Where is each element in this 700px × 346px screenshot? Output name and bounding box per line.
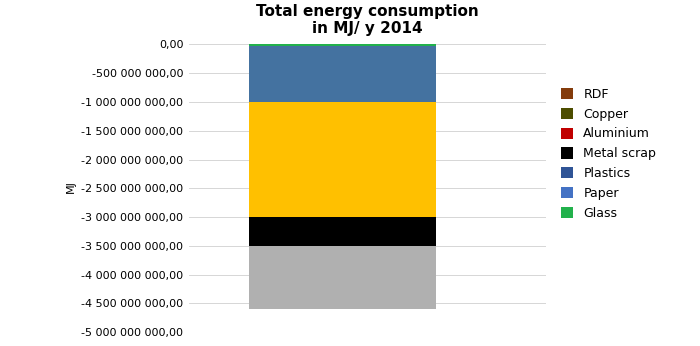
Title: Total energy consumption
in MJ/ y 2014: Total energy consumption in MJ/ y 2014	[256, 4, 479, 36]
Bar	[248, 44, 435, 46]
Bar	[248, 246, 435, 309]
Bar	[248, 46, 435, 102]
Bar	[248, 102, 435, 217]
Y-axis label: MJ: MJ	[66, 180, 76, 193]
Bar	[248, 217, 435, 246]
Legend: RDF, Copper, Aluminium, Metal scrap, Plastics, Paper, Glass: RDF, Copper, Aluminium, Metal scrap, Pla…	[556, 83, 662, 225]
